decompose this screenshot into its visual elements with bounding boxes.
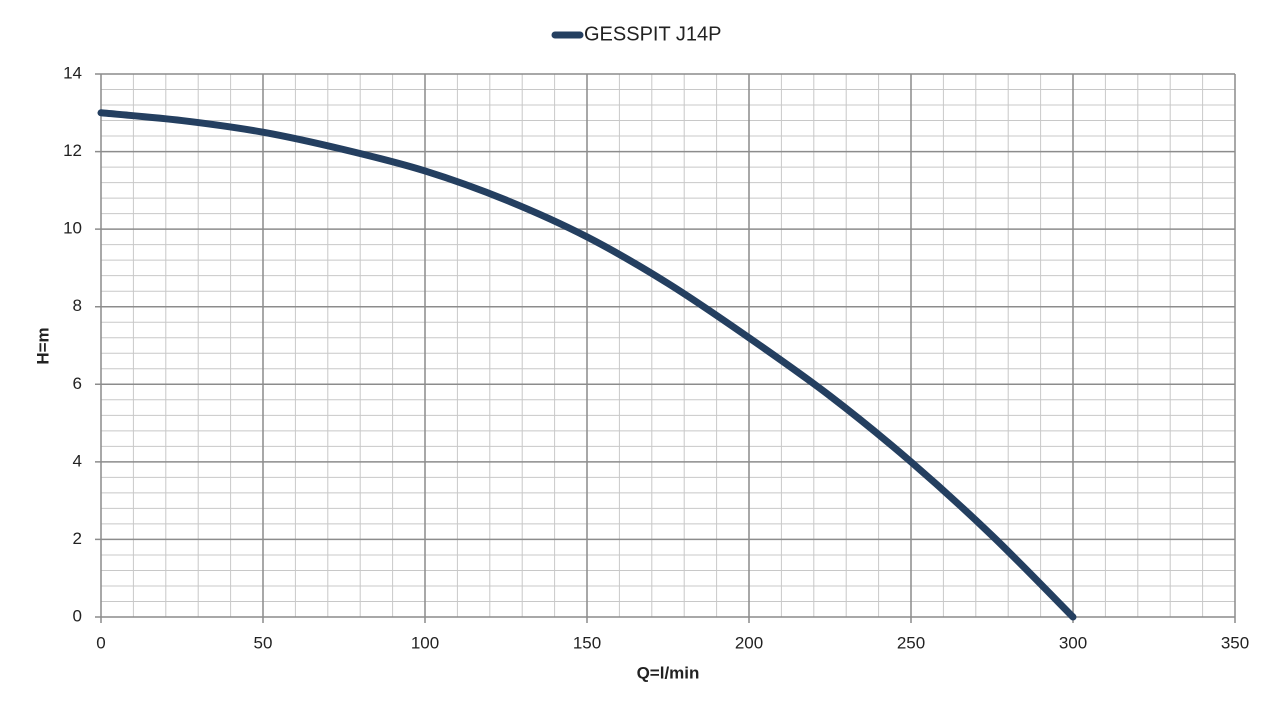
x-tick-label: 300 [1059,633,1087,652]
x-tick-label: 0 [96,633,105,652]
y-tick-label: 12 [63,141,82,160]
y-axis-title: H=m [33,327,52,364]
minor-grid [101,74,1235,617]
x-tick-label: 350 [1221,633,1249,652]
y-tick-label: 14 [63,63,82,82]
y-tick-label: 4 [73,451,82,470]
y-tick-label: 2 [73,529,82,548]
y-tick-label: 6 [73,374,82,393]
legend-label: GESSPIT J14P [584,23,721,45]
series-line [97,109,1077,621]
x-tick-label: 200 [735,633,763,652]
y-tick-label: 10 [63,219,82,238]
x-tick-label: 250 [897,633,925,652]
y-tick-label: 8 [73,296,82,315]
x-tick-label: 150 [573,633,601,652]
x-axis-title: Q=l/min [637,663,700,682]
x-tick-label: 100 [411,633,439,652]
y-tick-label: 0 [73,606,82,625]
x-tick-label: 50 [254,633,273,652]
